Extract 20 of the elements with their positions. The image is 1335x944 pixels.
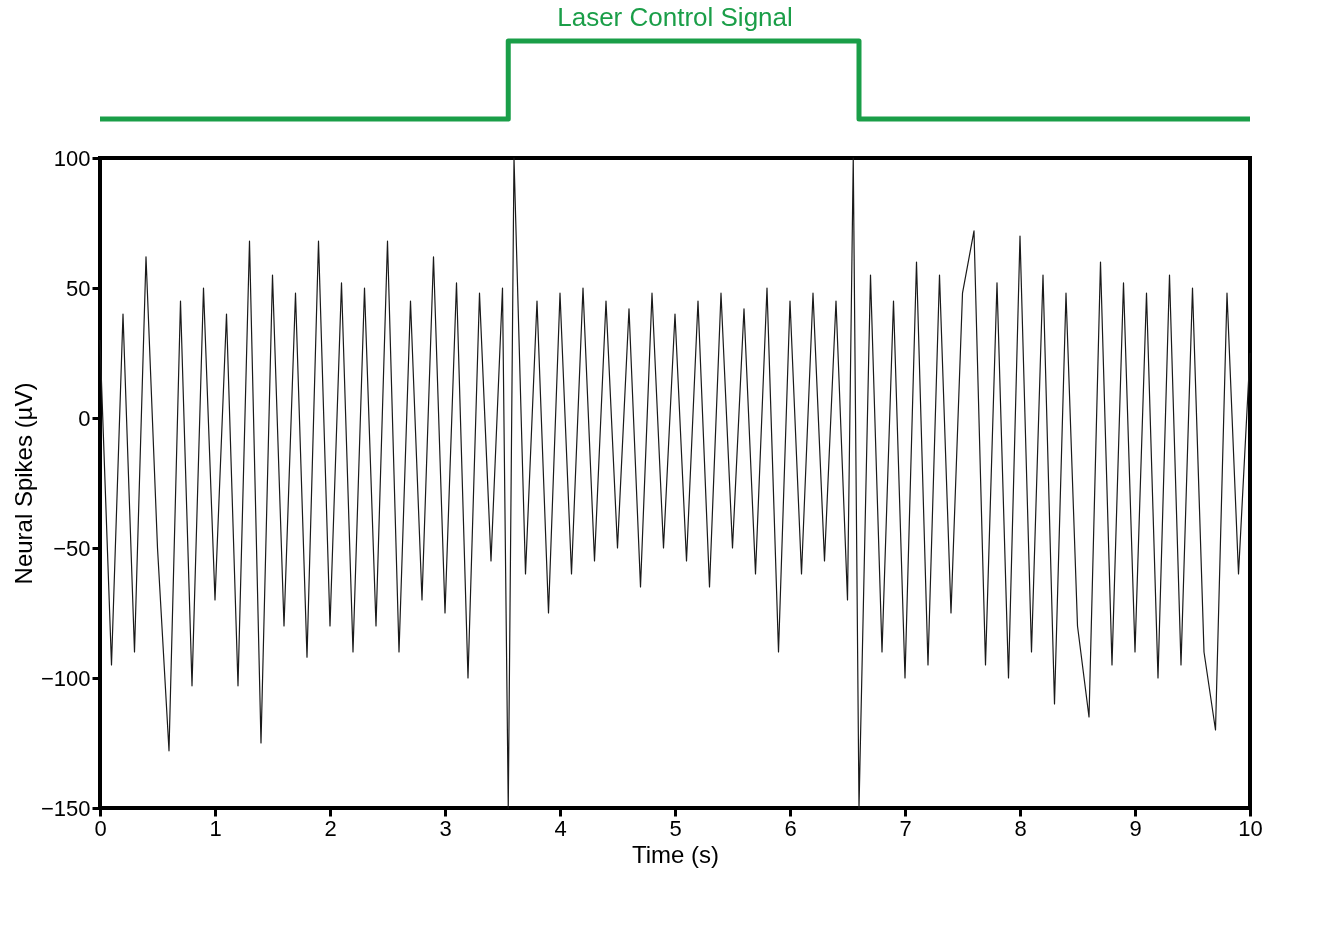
x-tick-label: 3 <box>439 815 452 841</box>
x-tick-label: 2 <box>324 815 337 841</box>
x-tick-label: 10 <box>1238 815 1263 841</box>
x-tick-label: 5 <box>669 815 682 841</box>
y-tick-label: −100 <box>40 665 91 691</box>
y-tick-label: −50 <box>53 535 91 561</box>
y-tick-label: −150 <box>40 795 91 821</box>
x-tick-label: 7 <box>899 815 912 841</box>
x-tick-label: 4 <box>554 815 567 841</box>
chart-title: Laser Control Signal <box>557 2 793 32</box>
x-axis-title: Time (s) <box>631 840 720 868</box>
x-tick-label: 9 <box>1129 815 1142 841</box>
x-tick-label: 8 <box>1014 815 1027 841</box>
x-tick-label: 1 <box>209 815 222 841</box>
x-tick-label: 0 <box>94 815 107 841</box>
x-tick-label: 6 <box>784 815 797 841</box>
y-tick-label: 0 <box>78 405 91 431</box>
y-tick-label: 100 <box>53 145 91 171</box>
y-axis-title: Neural Spikes (µV) <box>9 382 37 585</box>
y-tick-label: 50 <box>66 275 91 301</box>
